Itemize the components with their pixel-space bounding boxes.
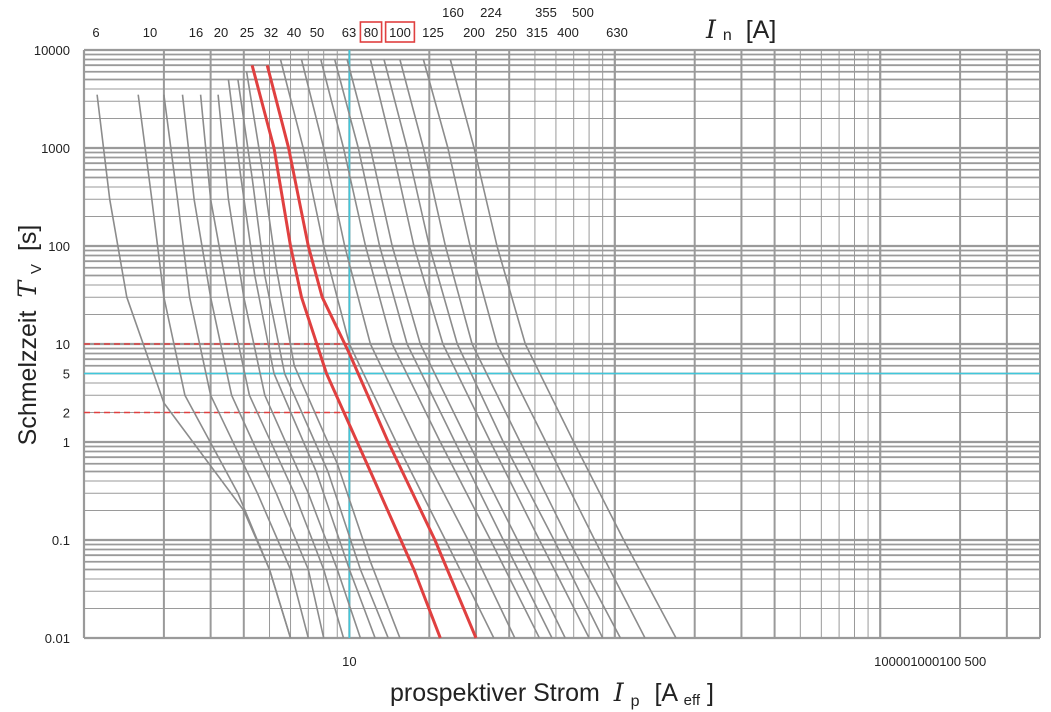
highlighted-fuse-curve-80: [250, 64, 442, 639]
fuse-curve-16: [163, 94, 310, 639]
y-tick-label: 100: [48, 239, 70, 254]
fuse-curves: [96, 59, 677, 639]
x-tick-label: 10: [342, 654, 356, 669]
rated-current-label: 355: [535, 5, 557, 20]
rated-current-label: 40: [287, 25, 301, 40]
rated-current-label: 125: [422, 25, 444, 40]
fuse-curve-25: [199, 94, 345, 639]
fuse-curve-20: [181, 94, 325, 639]
fuse-curve-160: [300, 59, 516, 639]
rated-current-label: 16: [189, 25, 203, 40]
rated-current-label: 80: [364, 25, 378, 40]
x-tick-label: 100001000100 500: [874, 654, 986, 669]
fuse-curve-250: [346, 59, 566, 639]
fuse-curve-355: [383, 59, 604, 639]
rated-current-labels: 6 10 16 20 25 32 40 50 63 80 100 125 200 250 315 400 630…: [92, 5, 628, 43]
highlighted-rating-box: [384, 21, 416, 43]
fuse-curve-630: [449, 59, 677, 639]
rated-current-label: 630: [606, 25, 628, 40]
fuse-curve-400: [399, 59, 622, 639]
y-tick-label: 0.01: [45, 631, 70, 646]
rated-current-label: 400: [557, 25, 579, 40]
rated-current-label: 6: [92, 25, 99, 40]
y-tick-label: 1000: [41, 141, 70, 156]
rated-current-label: 160: [442, 5, 464, 20]
rated-current-label: 63: [342, 25, 356, 40]
fuse-curve-40: [227, 79, 376, 639]
rated-current-label: 500: [572, 5, 594, 20]
highlighted-rating-box: [359, 21, 383, 43]
rated-current-label: 25: [240, 25, 254, 40]
fuse-curve-63: [245, 71, 401, 639]
rated-current-label: 100: [389, 25, 411, 40]
highlighted-fuse-curve-100: [265, 64, 478, 639]
rated-current-label: 224: [480, 5, 502, 20]
y-axis-title: Schmelzzeit T V [s]: [13, 225, 47, 446]
rated-current-label: 10: [143, 25, 157, 40]
rated-current-label: 20: [214, 25, 228, 40]
x-tick-labels: 10 100001000100 500: [342, 654, 986, 669]
fuse-curve-224: [333, 59, 553, 639]
rated-current-label: 315: [526, 25, 548, 40]
fuse-curve-32: [217, 94, 362, 639]
y-tick-label: 5: [63, 367, 70, 382]
fuse-curve-200: [320, 59, 541, 639]
rated-current-label: 50: [310, 25, 324, 40]
fuse-curve-10: [137, 94, 292, 639]
x-axis-title: prospektiver Strom I p [A eff ]: [390, 678, 714, 712]
y-tick-label: 1: [63, 435, 70, 450]
rated-current-label: 200: [463, 25, 485, 40]
fuse-curve-50: [237, 79, 389, 639]
fuse-curve-315: [369, 59, 590, 639]
rated-current-label: 32: [264, 25, 278, 40]
y-tick-label: 10000: [34, 43, 70, 58]
y-tick-labels: 10000 1000 100 10 5 2 1 0.1 0.01: [34, 43, 70, 646]
y-tick-label: 0.1: [52, 533, 70, 548]
fuse-curve-500: [422, 59, 646, 639]
rated-current-label: 250: [495, 25, 517, 40]
y-tick-label: 10: [56, 337, 70, 352]
fuse-curve-125: [279, 59, 495, 639]
y-tick-label: 2: [63, 405, 70, 420]
rated-current-axis-title: I n [A]: [705, 15, 776, 46]
